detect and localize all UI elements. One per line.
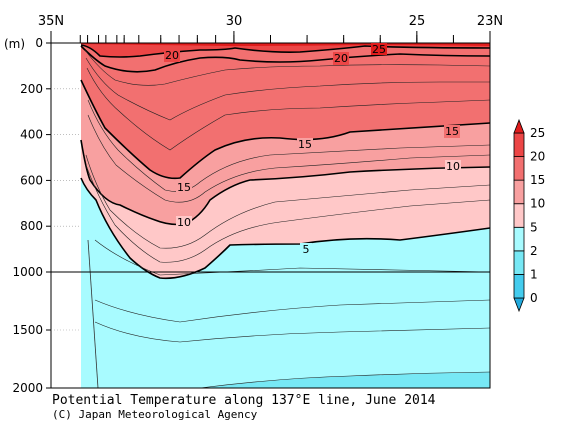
contour-label: 5 — [303, 243, 310, 256]
contour-label: 15 — [177, 181, 191, 194]
contour-label-15-trough: 15 — [176, 181, 192, 194]
colorbar-segment — [513, 179, 525, 205]
intermediate-isotherm — [85, 57, 490, 121]
x-tick-label: 23N — [477, 14, 503, 29]
intermediate-isotherm — [199, 371, 490, 388]
contour-label: 20 — [334, 52, 348, 65]
x-tick-label: 30 — [226, 14, 243, 29]
colorbar-label: 25 — [530, 126, 545, 140]
colorbar-segment — [513, 250, 525, 275]
credit-text: (C) Japan Meteorological Agency — [52, 408, 258, 421]
isotherm-lines — [80, 44, 490, 388]
intermediate-isotherm — [94, 321, 490, 343]
y-tick-label: 1000 — [12, 265, 43, 279]
contour-label: 15 — [445, 125, 459, 138]
y-tick-label: 800 — [20, 219, 43, 233]
y-tick-label: 400 — [20, 128, 43, 142]
colorbar-label: 1 — [530, 267, 538, 281]
y-axis-unit: (m) — [4, 37, 25, 51]
contour-label: 10 — [446, 160, 460, 173]
colorbar-label: 0 — [530, 291, 538, 305]
colorbar-label: 10 — [530, 197, 545, 211]
intermediate-isotherm — [85, 164, 490, 263]
no-data-region — [51, 43, 81, 388]
colorbar-segment — [513, 274, 525, 299]
band-15-to-20 — [81, 43, 490, 179]
colorbar-segment — [513, 156, 525, 181]
contour-label-25: 25 — [371, 43, 387, 56]
colorbar-segment — [513, 297, 525, 313]
y-tick-label: 2000 — [12, 381, 43, 395]
band-1-to-2 — [200, 372, 490, 388]
band-above-25 — [81, 43, 490, 46]
intermediate-isotherm — [84, 49, 490, 86]
isotherm-10-line — [80, 139, 490, 226]
contour-label: 25 — [372, 43, 386, 56]
y-tick-label: 600 — [20, 173, 43, 187]
y-tick-label: 0 — [35, 36, 43, 50]
x-tick-label: 25 — [409, 14, 426, 29]
colorbar-label: 5 — [530, 220, 538, 234]
isotherm-25-line — [80, 44, 490, 58]
colorbar-label: 2 — [530, 244, 538, 258]
temperature-fill-layer — [51, 43, 490, 388]
contour-label-15-center: 15 — [297, 138, 313, 151]
y-axis: (m) 0 200 400 600 800 1000 1500 2000 — [4, 36, 79, 395]
intermediate-isotherm — [86, 67, 490, 151]
station-ticks — [50, 31, 491, 43]
contour-label: 10 — [177, 216, 191, 229]
intermediate-isotherms — [84, 49, 490, 388]
chart-title: Potential Temperature along 137°E line, … — [52, 393, 436, 408]
contour-label-10-right: 10 — [445, 160, 461, 173]
contour-label-10-trough: 10 — [176, 216, 192, 229]
colorbar-segment — [513, 132, 525, 157]
contour-labels: 20 20 25 15 15 15 10 10 — [164, 43, 461, 256]
colorbar-label: 15 — [530, 173, 545, 187]
contour-label-20-left: 20 — [164, 49, 180, 62]
intermediate-isotherm — [87, 99, 490, 192]
intermediate-isotherm — [85, 154, 490, 249]
colorbar-label: 20 — [530, 150, 545, 164]
isotherm-5-line — [80, 177, 490, 280]
isotherm-15-line — [80, 79, 490, 180]
colorbar-segment — [513, 118, 525, 134]
intermediate-isotherm — [94, 239, 490, 276]
y-tick-label: 1500 — [12, 323, 43, 337]
intermediate-isotherm — [87, 114, 490, 203]
colorbar-segment — [513, 226, 525, 252]
contour-label-20-right: 20 — [333, 52, 349, 65]
x-tick-label: 35N — [38, 14, 64, 29]
x-axis: 35N 30 25 23N — [38, 14, 503, 29]
contour-label: 15 — [298, 138, 312, 151]
contour-label-5: 5 — [300, 243, 312, 256]
isotherm-20-line — [80, 45, 490, 73]
colorbar-segment — [513, 203, 525, 228]
contour-label-15-right: 15 — [444, 125, 460, 138]
contour-label: 20 — [165, 49, 179, 62]
seafloor-boundary-line — [87, 239, 99, 388]
intermediate-isotherm — [94, 299, 490, 323]
y-tick-label: 200 — [20, 82, 43, 96]
